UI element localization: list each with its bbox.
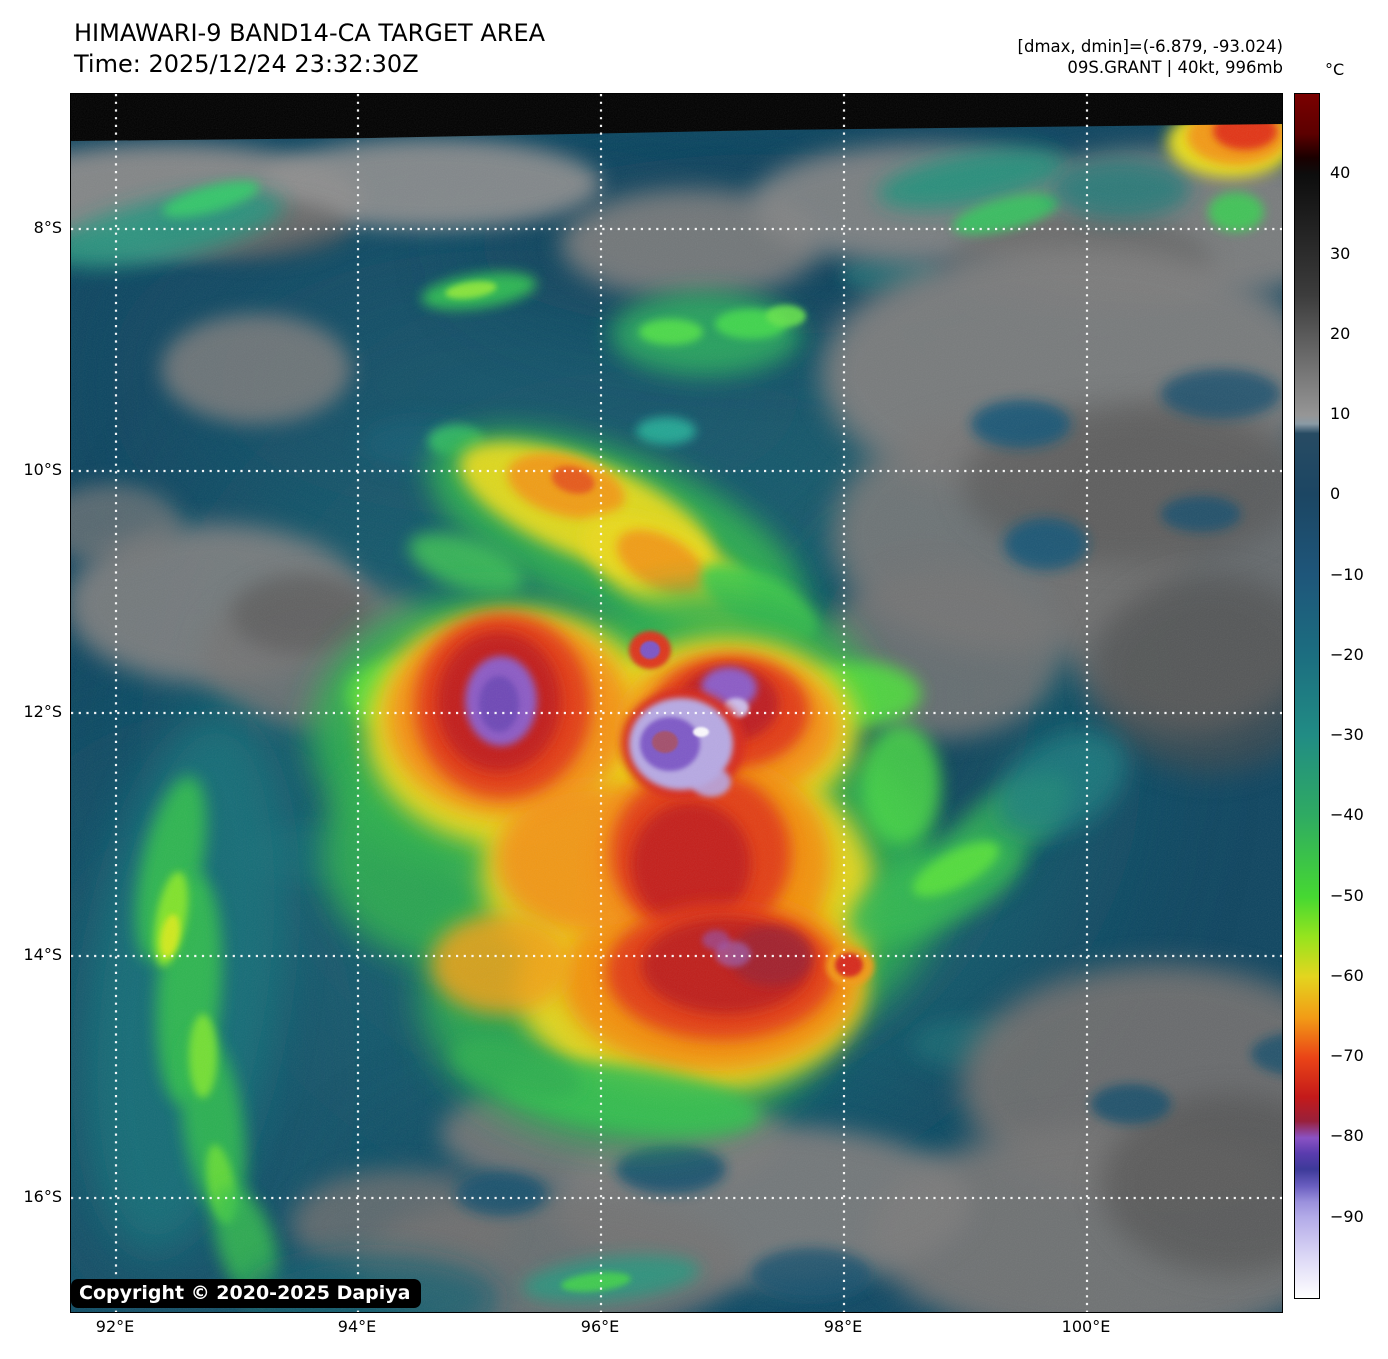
satellite-map: Copyright © 2020-2025 Dapiya	[70, 93, 1283, 1313]
colorbar-tick--40: −40	[1330, 805, 1364, 825]
dmax-dmin-annotation: [dmax, dmin]=(-6.879, -93.024)	[1017, 37, 1283, 56]
lat-label-14°S: 14°S	[23, 945, 62, 964]
grain-texture-layer	[71, 94, 1282, 1312]
temperature-colorbar	[1294, 93, 1320, 1299]
timestamp: Time: 2025/12/24 23:32:30Z	[74, 50, 419, 78]
lon-label-94°E: 94°E	[337, 1317, 377, 1336]
colorbar-tick-40: 40	[1330, 163, 1351, 183]
colorbar-tick--10: −10	[1330, 564, 1364, 584]
storm-info-annotation: 09S.GRANT | 40kt, 996mb	[1067, 58, 1283, 77]
colorbar-tick--30: −30	[1330, 725, 1364, 745]
colorbar-tick--70: −70	[1330, 1046, 1364, 1066]
colorbar-tick-10: 10	[1330, 404, 1351, 424]
colorbar-tick--50: −50	[1330, 885, 1364, 905]
product-title: HIMAWARI-9 BAND14-CA TARGET AREA	[74, 19, 546, 47]
latlon-grid-layer	[71, 94, 1282, 1312]
lon-label-100°E: 100°E	[1061, 1317, 1111, 1336]
annotation-block: [dmax, dmin]=(-6.879, -93.024) 09S.GRANT…	[1018, 36, 1283, 78]
lat-label-12°S: 12°S	[23, 702, 62, 721]
lat-label-16°S: 16°S	[23, 1187, 62, 1206]
lat-label-8°S: 8°S	[33, 218, 62, 237]
lat-label-10°S: 10°S	[23, 460, 62, 479]
title-block: HIMAWARI-9 BAND14-CA TARGET AREA Time: 2…	[74, 18, 545, 80]
satellite-imagery	[71, 94, 1282, 1312]
grain-texture	[71, 94, 1282, 1312]
copyright-label: Copyright © 2020-2025 Dapiya	[71, 1279, 422, 1308]
colorbar-tick--20: −20	[1330, 644, 1364, 664]
colorbar-tick--80: −80	[1330, 1126, 1364, 1146]
colorbar-tick--60: −60	[1330, 965, 1364, 985]
colorbar-tick-20: 20	[1330, 323, 1351, 343]
lon-label-92°E: 92°E	[95, 1317, 135, 1336]
colorbar-unit-label: °C	[1325, 60, 1345, 79]
lon-label-96°E: 96°E	[580, 1317, 620, 1336]
colorbar-tick--90: −90	[1330, 1206, 1364, 1226]
colorbar-tick-30: 30	[1330, 243, 1351, 263]
lon-label-98°E: 98°E	[823, 1317, 863, 1336]
colorbar-tick-0: 0	[1330, 484, 1341, 504]
